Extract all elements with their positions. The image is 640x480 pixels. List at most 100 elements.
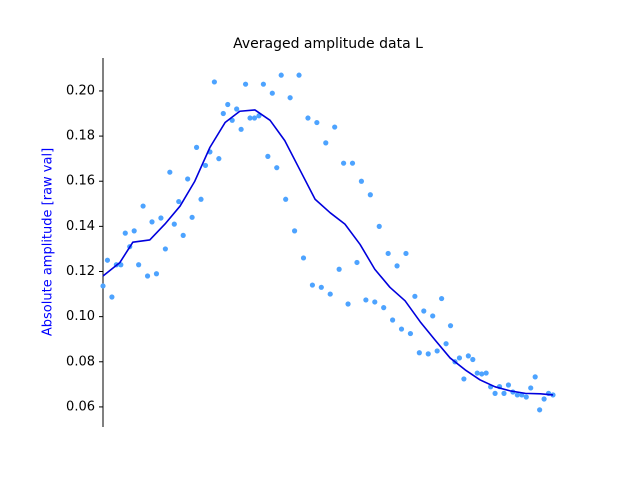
y-tick-label: 0.18: [66, 129, 95, 144]
data-point: [354, 259, 360, 266]
data-point: [300, 255, 307, 261]
data-point: [416, 350, 422, 356]
data-point: [323, 140, 329, 146]
data-point: [104, 257, 111, 263]
data-point: [109, 294, 115, 300]
data-point: [514, 392, 520, 398]
data-point: [144, 273, 151, 279]
data-point: [309, 282, 316, 288]
data-point: [456, 355, 463, 361]
data-point: [443, 341, 449, 347]
data-point: [425, 351, 431, 357]
data-point: [421, 308, 427, 314]
data-point: [149, 219, 155, 225]
data-point: [479, 371, 485, 377]
data-point: [372, 299, 378, 305]
data-point: [439, 295, 445, 302]
data-point: [358, 178, 365, 184]
data-point: [532, 374, 538, 380]
y-tick-label: 0.20: [66, 83, 95, 98]
data-point: [345, 301, 351, 307]
y-tick-label: 0.06: [66, 399, 95, 414]
data-point: [430, 313, 436, 319]
data-point: [167, 169, 173, 175]
data-point: [376, 223, 382, 229]
data-point: [251, 115, 258, 121]
data-point: [474, 370, 480, 376]
data-point: [296, 72, 302, 78]
data-point: [407, 330, 414, 337]
data-point: [140, 203, 146, 209]
data-point: [176, 198, 182, 205]
data-point: [470, 356, 476, 363]
data-point: [100, 283, 106, 289]
data-point: [349, 160, 356, 166]
data-point: [367, 192, 373, 198]
data-point: [287, 95, 293, 101]
data-point: [158, 215, 164, 221]
y-tick-label: 0.10: [66, 309, 95, 324]
data-point: [202, 162, 209, 169]
data-point: [220, 110, 226, 117]
data-point: [501, 390, 507, 396]
data-point: [461, 376, 467, 382]
data-point: [234, 106, 240, 112]
data-point: [394, 263, 400, 269]
y-tick-label: 0.08: [66, 354, 95, 369]
data-point: [153, 271, 160, 277]
data-point: [193, 144, 200, 150]
data-point: [211, 79, 217, 85]
data-point: [492, 390, 498, 396]
data-point: [465, 353, 471, 359]
data-point: [162, 246, 168, 252]
data-point: [122, 230, 128, 236]
data-point: [180, 232, 186, 238]
data-point: [403, 250, 409, 257]
y-tick-label: 0.16: [66, 174, 95, 189]
data-point: [336, 266, 342, 272]
data-point: [541, 396, 547, 402]
data-point: [398, 326, 405, 332]
data-point: [327, 291, 333, 297]
data-point: [171, 221, 177, 227]
data-point: [136, 262, 142, 268]
data-point: [505, 382, 512, 388]
data-point: [269, 90, 275, 96]
y-tick-label: 0.14: [66, 219, 95, 234]
data-point: [340, 160, 347, 166]
data-line: [102, 109, 554, 396]
data-point: [216, 156, 222, 162]
data-point: [198, 196, 204, 202]
data-point: [447, 323, 454, 329]
data-point: [274, 165, 280, 171]
data-point: [537, 407, 543, 413]
data-point: [283, 196, 289, 202]
data-point: [363, 297, 369, 303]
data-point: [314, 119, 320, 126]
data-point: [483, 370, 489, 376]
data-point: [318, 284, 324, 290]
data-point: [385, 250, 391, 257]
y-tick-label: 0.12: [66, 264, 95, 279]
chart-title: Averaged amplitude data L: [233, 36, 423, 52]
data-point: [238, 126, 244, 132]
y-axis-label: Absolute amplitude [raw val]: [41, 148, 56, 336]
data-point: [225, 101, 231, 108]
data-point: [131, 228, 137, 234]
data-point: [189, 214, 195, 220]
data-point: [260, 81, 266, 87]
data-point: [185, 176, 191, 182]
data-point: [332, 124, 338, 130]
data-point: [390, 317, 396, 323]
data-point: [434, 348, 440, 354]
data-point: [242, 81, 249, 87]
data-point: [523, 394, 529, 400]
data-point: [265, 153, 271, 159]
data-point: [528, 385, 534, 391]
data-point: [305, 115, 311, 121]
data-point: [412, 293, 418, 299]
data-point: [381, 305, 387, 311]
data-point: [247, 115, 253, 121]
data-point: [278, 72, 284, 78]
